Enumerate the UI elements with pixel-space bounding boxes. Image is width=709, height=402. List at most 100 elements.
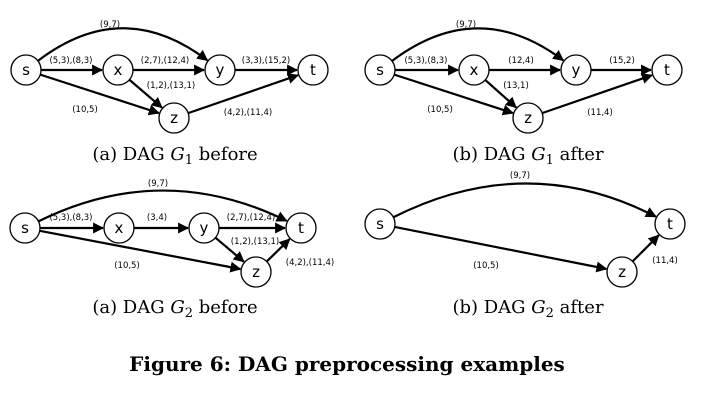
node-s [10,54,42,86]
node-y [560,54,592,86]
node-label-y: y [200,219,209,237]
node-s [364,54,396,86]
edge-s-z [393,73,514,116]
caption-subscript: 2 [185,306,193,321]
node-label-z: z [252,263,260,281]
node-label-x: x [470,61,479,79]
edge-label-s-z: (10,5) [72,105,98,115]
caption-subscript: 1 [546,153,554,168]
node-label-t: t [667,215,673,233]
caption-prefix: (a) DAG [92,144,170,165]
edge-s-z [39,229,242,273]
node-z [240,256,272,288]
caption-suffix: after [554,297,604,318]
node-label-s: s [376,61,384,79]
node-t [651,54,683,86]
edge-s-y [37,27,209,62]
node-label-z: z [618,263,626,281]
edge-x-z [128,78,163,109]
edge-label-y-t: (15,2) [609,56,635,66]
edge-label-z-t: (11,4) [652,256,678,266]
caption-suffix: after [554,144,604,165]
node-label-t: t [298,219,304,237]
edge-label-s-x: (5,3),(8,3) [404,56,447,66]
edge-label-s-y: (9,7) [456,20,476,30]
caption-subscript: 2 [546,306,554,321]
edge-label-x-y: (3,4) [147,213,167,223]
edge-s-y [391,27,565,62]
figure-caption: Figure 6: DAG preprocessing examples [129,352,565,376]
panel-caption: (b) DAG G2 after [452,297,604,321]
caption-graph: G [531,297,545,318]
edge-z-t [541,73,653,115]
caption-graph: G [170,144,184,165]
node-label-y: y [216,61,225,79]
node-label-x: x [114,61,123,79]
node-x [458,54,490,86]
panel-g2-before: (9,7) (5,3),(8,3) (3,4) (2,7),(12,4) (1,2),(… [9,179,334,321]
node-z [606,256,638,288]
node-label-t: t [664,61,670,79]
edge-label-z-t: (4,2),(11,4) [224,108,272,118]
edge-label-s-y: (9,7) [100,20,120,30]
edge-label-s-x: (5,3),(8,3) [49,213,92,223]
node-s [9,212,41,244]
node-label-s: s [21,219,29,237]
node-label-s: s [376,215,384,233]
edge-label-s-x: (5,3),(8,3) [49,56,92,66]
edge-z-t [265,238,291,263]
node-t [297,54,329,86]
edge-label-y-z: (1,2),(13,1) [231,237,279,247]
caption-suffix: before [193,144,258,165]
edge-z-t [187,73,299,115]
edge-s-z [394,225,608,273]
edge-y-z [214,236,245,263]
node-s [364,208,396,240]
edge-x-z [484,79,517,109]
node-z [158,102,190,134]
node-label-y: y [572,61,581,79]
edge-label-x-y: (2,7),(12,4) [141,56,189,66]
edge-label-s-t: (9,7) [510,171,530,181]
node-label-z: z [524,109,532,127]
node-label-z: z [170,109,178,127]
panel-g1-after: (9,7) (5,3),(8,3) (12,4) (13,1) (15,2) (10,5)… [364,20,683,168]
panels-layer: (9,7) (5,3),(8,3) (2,7),(12,4) (1,2),(13,1)… [9,20,686,321]
caption-subscript: 1 [185,153,193,168]
caption-prefix: (b) DAG [452,144,531,165]
edge-label-y-t: (2,7),(12,4) [227,213,275,223]
edge-label-s-z: (10,5) [114,261,140,271]
caption-prefix: (a) DAG [92,297,170,318]
node-x [103,212,135,244]
edge-z-t [631,234,660,263]
edge-s-z [39,73,160,116]
node-y [188,212,220,244]
edge-label-z-t: (11,4) [587,108,613,118]
node-label-x: x [115,219,124,237]
panel-caption: (a) DAG G1 before [92,144,257,168]
edge-label-s-z: (10,5) [473,261,499,271]
node-z [512,102,544,134]
edge-label-s-z: (10,5) [427,105,453,115]
caption-suffix: before [193,297,258,318]
node-label-t: t [310,61,316,79]
edge-label-x-y: (12,4) [508,56,534,66]
node-t [285,212,317,244]
edge-label-z-t: (4,2),(11,4) [286,258,334,268]
node-label-s: s [22,61,30,79]
edge-label-x-z: (1,2),(13,1) [147,81,195,91]
node-t [654,208,686,240]
node-y [204,54,236,86]
caption-graph: G [531,144,545,165]
edge-label-y-t: (3,3),(15,2) [242,56,290,66]
caption-graph: G [170,297,184,318]
panel-g1-before: (9,7) (5,3),(8,3) (2,7),(12,4) (1,2),(13,1)… [10,20,329,168]
panel-g2-after: (9,7) (10,5) (11,4) s z t (b) DAG G2 after [364,171,686,321]
node-x [102,54,134,86]
edge-s-t [392,182,657,219]
edge-s-t [37,189,288,223]
edge-label-s-t: (9,7) [148,179,168,189]
panel-caption: (a) DAG G2 before [92,297,257,321]
panel-caption: (b) DAG G1 after [452,144,604,168]
